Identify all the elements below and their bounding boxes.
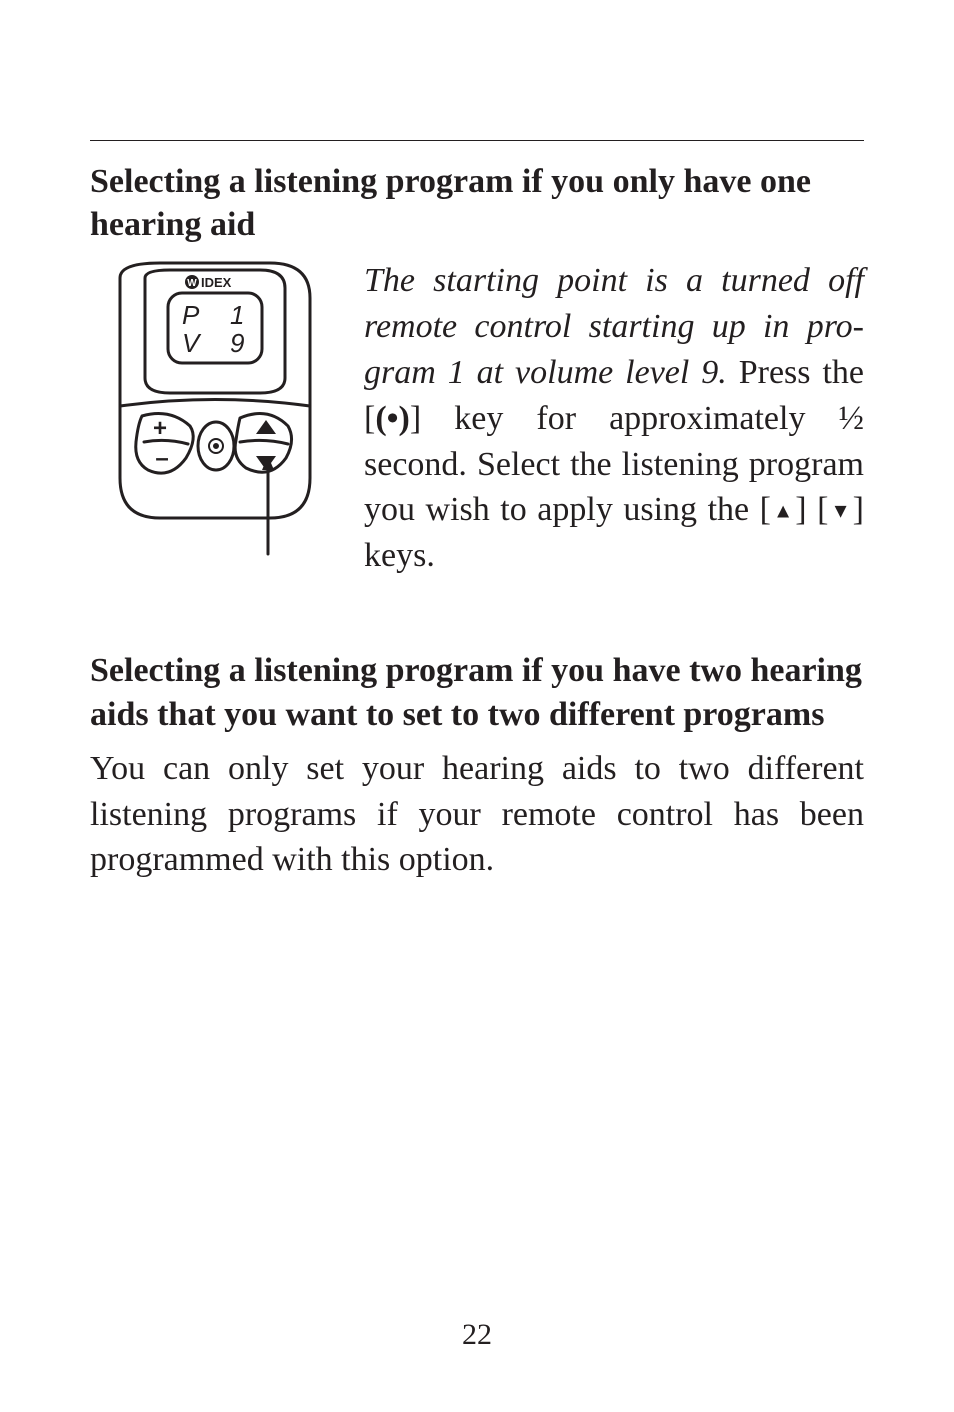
- brand-logo: W IDEX: [185, 275, 232, 290]
- section1-title: Selecting a listening program if you onl…: [90, 161, 864, 246]
- brand-w: W: [187, 278, 197, 289]
- display-p-label: P: [182, 300, 200, 330]
- section1-row: W IDEX P 1 V 9 + –: [90, 258, 864, 579]
- brand-rest: IDEX: [201, 275, 232, 290]
- plus-label: +: [153, 415, 167, 442]
- section1-body: The starting point is a turned off remot…: [364, 258, 864, 579]
- section2-body: You can only set your hearing aids to tw…: [90, 746, 864, 884]
- key-dot: (•): [375, 400, 410, 437]
- display-v-label: V: [182, 328, 202, 358]
- arrow-up-icon: ▲: [771, 501, 795, 523]
- display-v-val: 9: [230, 328, 244, 358]
- section2-title: Selecting a listening program if you hav…: [90, 649, 864, 737]
- minus-label: –: [155, 445, 168, 472]
- display-p-val: 1: [230, 300, 244, 330]
- horizontal-rule: [90, 140, 864, 141]
- page-number: 22: [0, 1318, 954, 1352]
- section1-rest3: ] [: [795, 491, 828, 528]
- arrow-down-icon: ▼: [828, 501, 852, 523]
- device-illustration: W IDEX P 1 V 9 + –: [90, 258, 340, 558]
- section2: Selecting a listening program if you hav…: [90, 649, 864, 883]
